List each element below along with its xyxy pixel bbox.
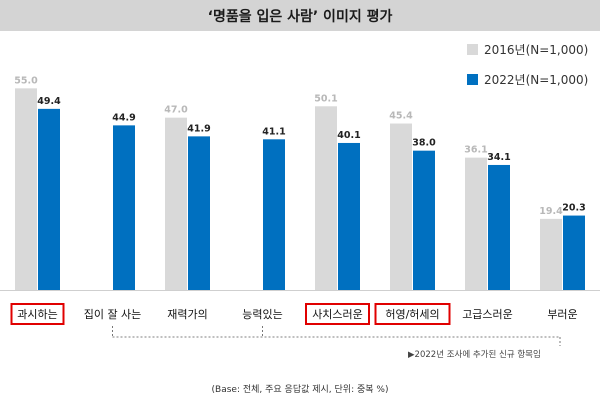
category-label-1: 과시하는 bbox=[17, 307, 57, 321]
legend-label-2022: 2022년(N=1,000) bbox=[484, 72, 589, 87]
legend-label-2016: 2016년(N=1,000) bbox=[484, 42, 589, 57]
category-label-6: 허영/허세의 bbox=[385, 308, 439, 321]
value-label-2022-3: 41.9 bbox=[187, 123, 210, 134]
base-note: (Base: 전체, 주요 응답값 제시, 단위: 중복 %) bbox=[211, 385, 389, 395]
bar-2022-1 bbox=[38, 108, 60, 290]
bar-2022-7 bbox=[488, 164, 510, 290]
value-label-2022-8: 20.3 bbox=[562, 203, 585, 214]
value-label-2022-4: 41.1 bbox=[262, 126, 285, 137]
bar-2016-8 bbox=[540, 218, 562, 290]
category-label-4: 능력있는 bbox=[242, 308, 282, 321]
legend-item-2022: 2022년(N=1,000) bbox=[467, 70, 592, 88]
bar-2022-5 bbox=[338, 142, 360, 290]
bar-2022-4 bbox=[263, 139, 285, 290]
highlight-box-1 bbox=[10, 303, 65, 325]
highlight-box-6 bbox=[374, 303, 451, 325]
category-label-5: 사치스러운 bbox=[312, 308, 363, 321]
category-label-7: 고급스러운 bbox=[462, 308, 513, 321]
legend-swatch-2016 bbox=[467, 43, 478, 55]
value-label-2016-1: 55.0 bbox=[14, 75, 38, 86]
value-label-2016-7: 36.1 bbox=[464, 145, 487, 156]
bar-2022-8 bbox=[563, 215, 585, 290]
title-bar: ‘명품을 입은 사람’ 이미지 평가 bbox=[0, 0, 600, 31]
value-label-2022-6: 38.0 bbox=[412, 138, 436, 149]
value-label-2016-3: 47.0 bbox=[164, 105, 188, 116]
category-label-2: 집이 잘 사는 bbox=[84, 308, 142, 321]
value-label-2016-8: 19.4 bbox=[539, 206, 563, 217]
value-label-2022-1: 49.4 bbox=[37, 96, 61, 107]
value-label-2016-5: 50.1 bbox=[314, 93, 337, 104]
bar-2016-6 bbox=[390, 123, 412, 291]
value-label-2022-7: 34.1 bbox=[487, 152, 510, 163]
category-label-3: 재력가의 bbox=[167, 308, 207, 321]
value-label-2022-2: 44.9 bbox=[112, 112, 135, 123]
bar-2016-5 bbox=[315, 106, 337, 290]
legend: 2016년(N=1,000) 2022년(N=1,000) bbox=[467, 40, 592, 100]
highlight-box-5 bbox=[305, 303, 370, 325]
chart-title: ‘명품을 입은 사람’ 이미지 평가 bbox=[207, 8, 393, 25]
value-label-2022-5: 40.1 bbox=[337, 130, 360, 141]
value-label-2016-6: 45.4 bbox=[389, 111, 413, 122]
footnote: ▶2022년 조사에 추가된 신규 항목임 bbox=[408, 350, 541, 360]
legend-swatch-2022 bbox=[467, 73, 478, 85]
legend-item-2016: 2016년(N=1,000) bbox=[467, 40, 592, 58]
bar-2022-3 bbox=[188, 136, 210, 290]
bar-2016-7 bbox=[465, 157, 487, 290]
bar-2016-1 bbox=[15, 88, 37, 290]
bar-2016-3 bbox=[165, 117, 187, 291]
category-label-8: 부러운 bbox=[547, 308, 577, 321]
bar-2022-2 bbox=[113, 125, 135, 290]
bar-2022-6 bbox=[413, 150, 435, 290]
